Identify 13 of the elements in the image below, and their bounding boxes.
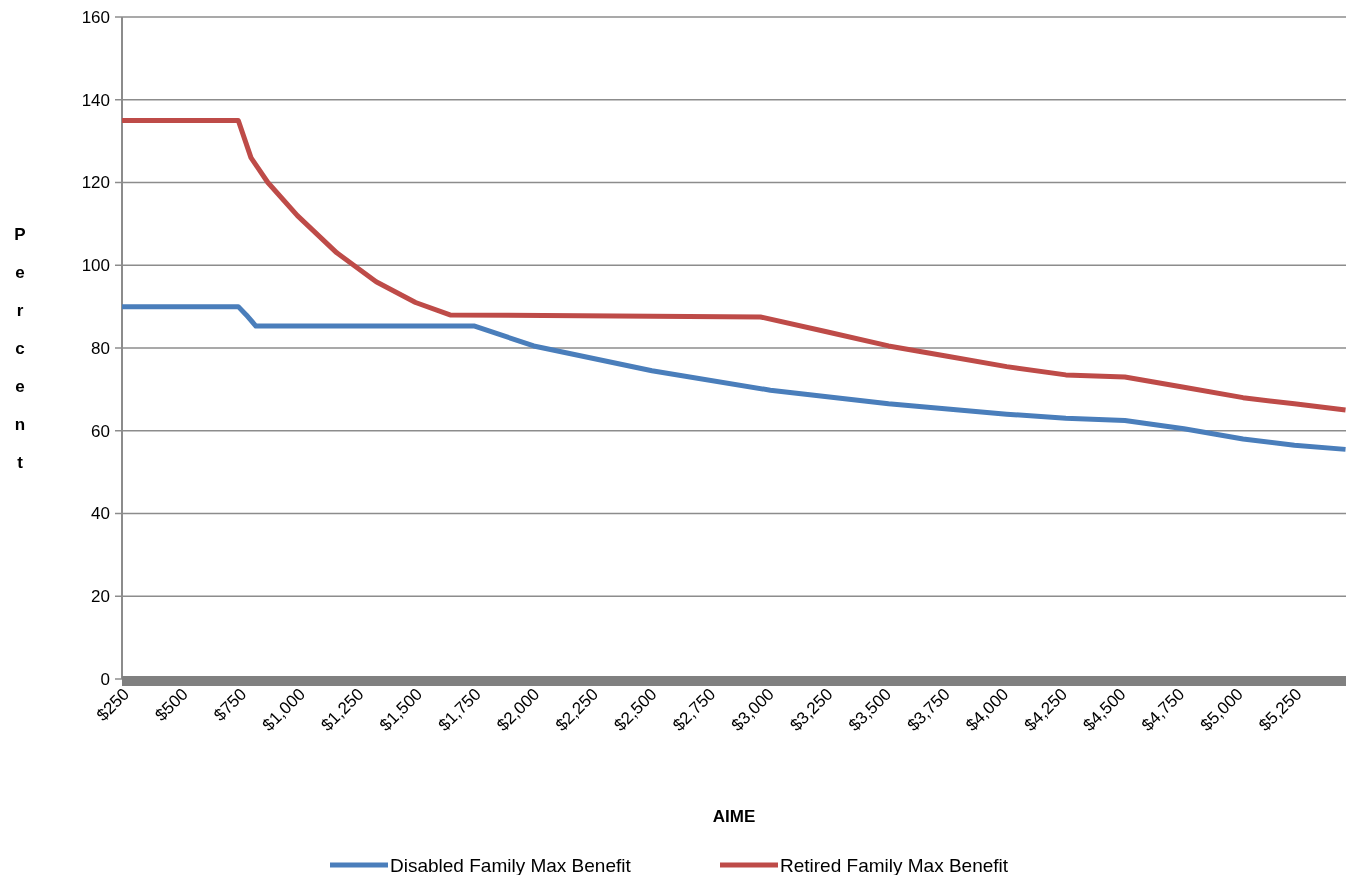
y-axis-title: Percent [14, 225, 26, 472]
y-tick-label: 160 [81, 7, 110, 27]
y-tick-label: 60 [91, 421, 110, 441]
x-axis-title: AIME [712, 807, 756, 826]
y-tick-label: 100 [81, 256, 110, 276]
y-tick-label: 40 [91, 504, 110, 524]
legend-label: Disabled Family Max Benefit [390, 854, 632, 876]
y-tick-label: 120 [81, 173, 110, 193]
y-tick-label: 20 [91, 587, 110, 607]
y-tick-label: 0 [100, 669, 110, 689]
y-tick-label: 140 [81, 90, 110, 110]
legend-label: Retired Family Max Benefit [780, 854, 1009, 876]
y-tick-label: 80 [91, 338, 110, 358]
